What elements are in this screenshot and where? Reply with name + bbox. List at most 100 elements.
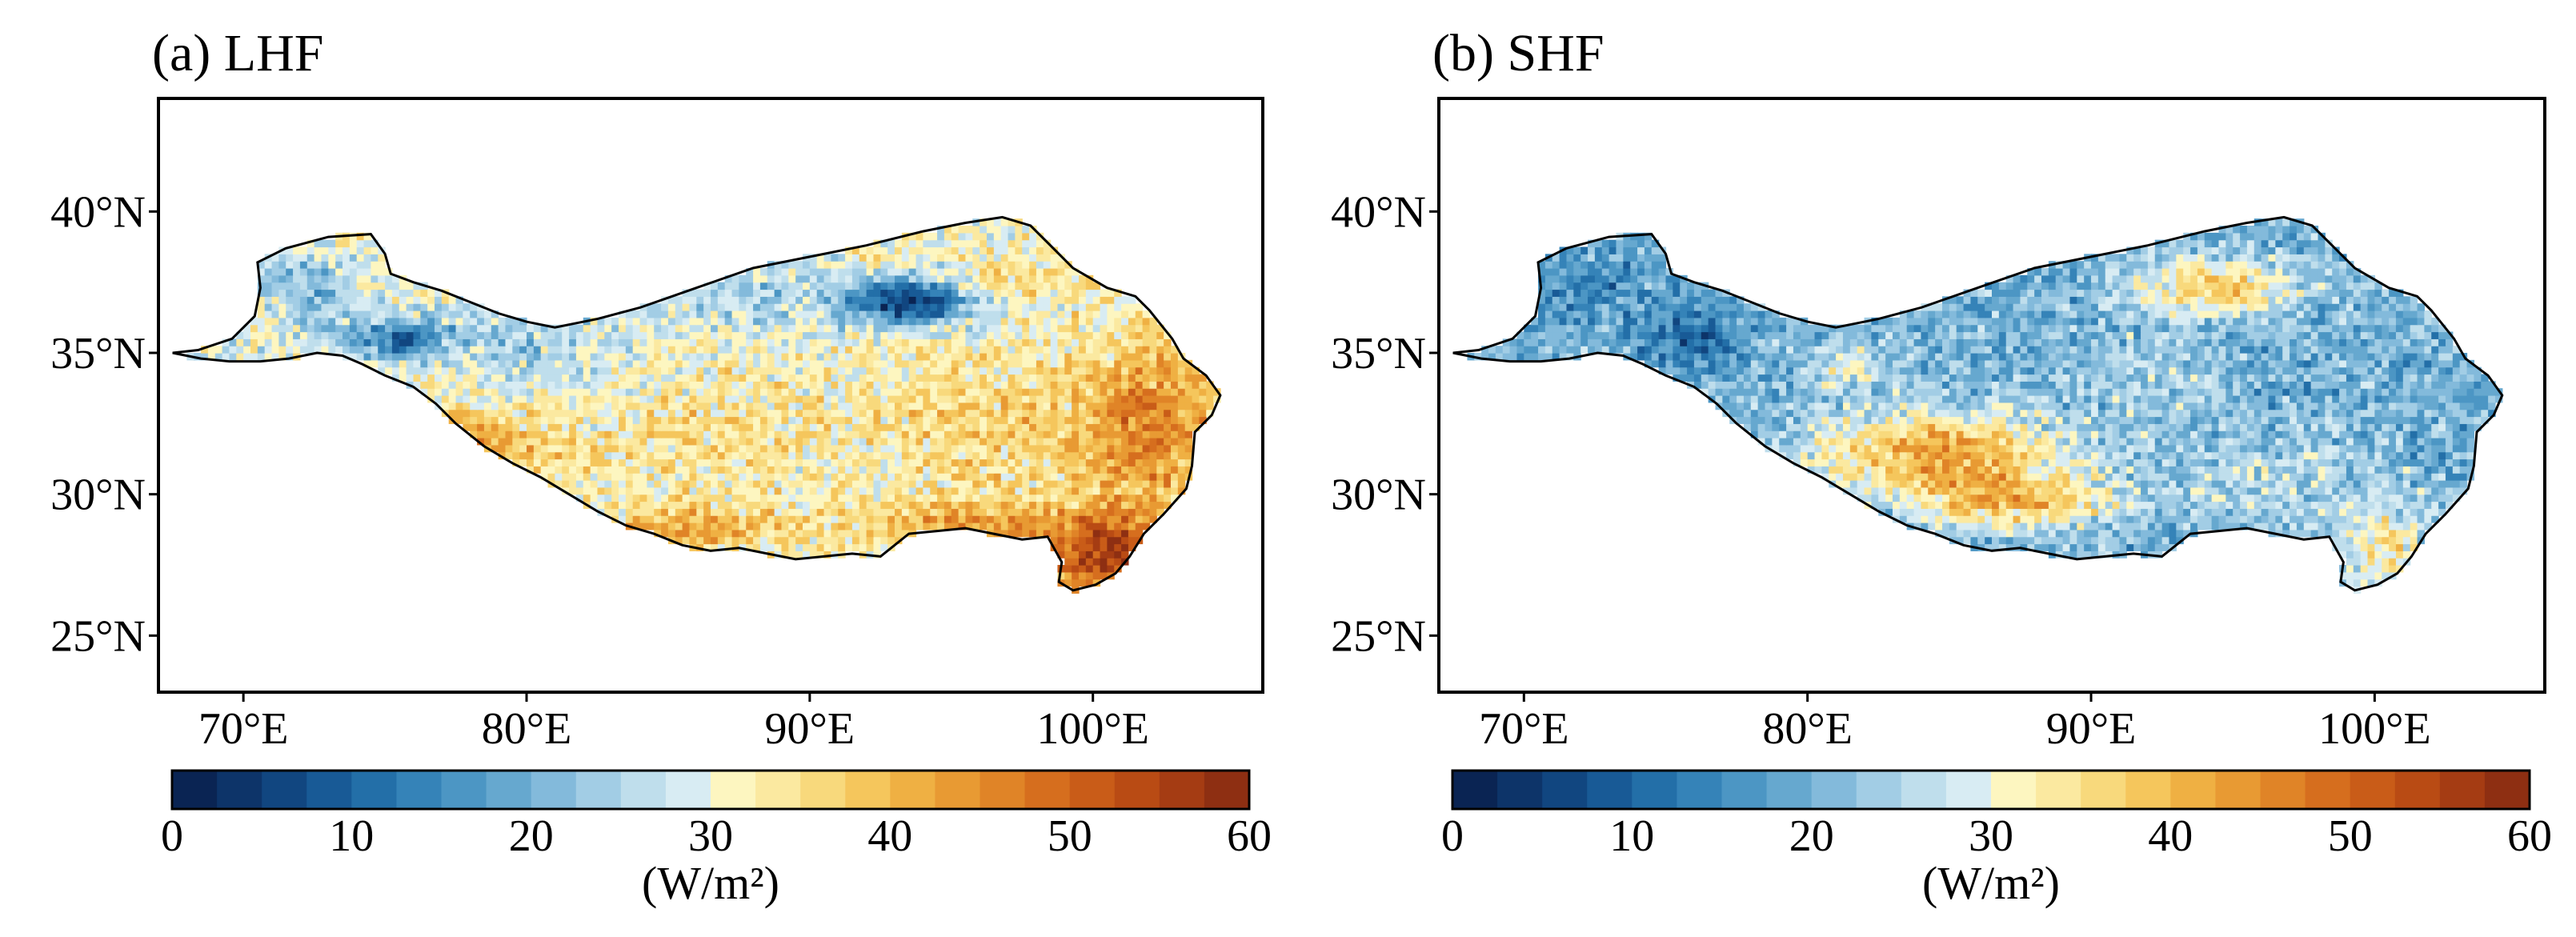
map-cell: [498, 346, 507, 354]
map-cell: [895, 402, 903, 410]
map-cell: [632, 494, 641, 503]
map-cell: [406, 310, 415, 318]
map-cell: [781, 310, 789, 318]
map-cell: [2027, 501, 2035, 509]
map-cell: [505, 346, 513, 354]
map-cell: [767, 289, 775, 297]
map-cell: [463, 331, 471, 339]
map-cell: [753, 523, 761, 531]
map-cell: [1092, 466, 1101, 474]
map-cell: [880, 239, 888, 248]
map-cell: [250, 353, 258, 361]
colorbar-swatch: [1159, 771, 1205, 809]
map-cell: [1156, 353, 1164, 361]
map-cell: [335, 261, 343, 269]
map-cell: [1107, 395, 1115, 403]
map-cell: [533, 381, 542, 389]
map-cell: [2020, 529, 2028, 538]
map-cell: [527, 444, 535, 453]
map-cell: [753, 268, 761, 276]
map-cell: [753, 274, 761, 283]
map-cell: [958, 246, 967, 254]
map-cell: [823, 480, 831, 488]
map-cell: [2410, 529, 2418, 538]
map-cell: [965, 374, 973, 382]
map-cell: [1015, 423, 1023, 431]
map-cell: [895, 494, 903, 503]
map-cell: [470, 346, 478, 354]
map-cell: [575, 430, 584, 438]
map-cell: [923, 254, 931, 262]
map-cell: [1057, 508, 1065, 516]
map-cell: [1064, 558, 1072, 566]
map-cell: [739, 508, 747, 516]
map-cell: [1092, 296, 1101, 304]
map-cell: [803, 494, 811, 503]
map-cell: [2091, 529, 2099, 538]
map-cell: [314, 261, 323, 269]
map-cell: [993, 473, 1002, 481]
map-cell: [2225, 523, 2233, 531]
map-cell: [1000, 423, 1009, 431]
map-cell: [809, 494, 818, 503]
map-cell: [1985, 501, 1993, 509]
map-cell: [413, 289, 421, 297]
map-cell: [951, 268, 959, 276]
map-cell: [2410, 515, 2418, 523]
map-cell: [1008, 444, 1016, 453]
map-cell: [2253, 487, 2262, 495]
map-cell: [2360, 579, 2369, 587]
map-cell: [1064, 282, 1072, 290]
map-cell: [1899, 501, 1908, 509]
map-cell: [1149, 381, 1157, 389]
map-cell: [1079, 331, 1087, 339]
map-cell: [781, 416, 789, 424]
map-cell: [667, 331, 676, 339]
map-cell: [2318, 501, 2326, 509]
map-cell: [859, 494, 867, 503]
map-cell: [1114, 374, 1122, 382]
map-cell: [696, 338, 704, 346]
map-cell: [2084, 515, 2092, 523]
map-cell: [923, 430, 931, 438]
map-cell: [1036, 438, 1044, 446]
map-cell: [639, 508, 647, 516]
map-cell: [1050, 515, 1059, 523]
map-cell: [583, 381, 591, 389]
map-cell: [2382, 515, 2390, 523]
map-cell: [795, 261, 803, 269]
map-cell: [696, 303, 704, 311]
map-cell: [2027, 529, 2035, 538]
map-cell: [972, 458, 980, 466]
map-cell: [880, 366, 888, 375]
map-cell: [448, 296, 457, 304]
map-cell: [420, 388, 428, 396]
map-cell: [519, 324, 527, 333]
map-cell: [2020, 501, 2028, 509]
map-cell: [2084, 494, 2092, 503]
map-cell: [1135, 346, 1144, 354]
map-cell: [491, 423, 499, 431]
map-cell: [845, 438, 853, 446]
map-cell: [838, 423, 846, 431]
map-cell: [1135, 466, 1144, 474]
map-cell: [667, 487, 676, 495]
map-cell: [980, 487, 988, 495]
map-cell: [2395, 529, 2404, 538]
map-cell: [937, 395, 945, 403]
map-cell: [937, 310, 945, 318]
map-cell: [2119, 543, 2127, 551]
map-cell: [2382, 551, 2390, 559]
map-cell: [887, 261, 895, 269]
map-cell: [809, 515, 818, 523]
map-cell: [321, 338, 329, 346]
map-cell: [1164, 402, 1172, 410]
map-cell: [682, 444, 691, 453]
map-cell: [759, 331, 768, 339]
map-cell: [887, 303, 895, 311]
map-cell: [1072, 579, 1080, 587]
map-cell: [420, 381, 428, 389]
map-cell: [2367, 551, 2375, 559]
map-cell: [795, 282, 803, 290]
map-cell: [781, 494, 789, 503]
